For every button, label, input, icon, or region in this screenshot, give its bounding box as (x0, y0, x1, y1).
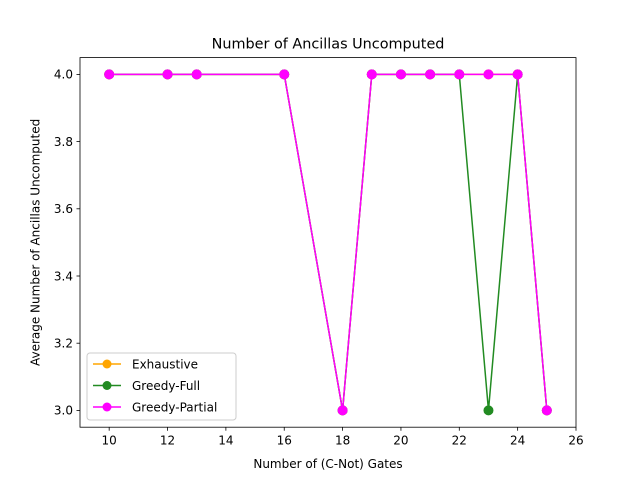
legend: Exhaustive Greedy-Full Greedy-Partial (86, 352, 237, 421)
chart-title: Number of Ancillas Uncomputed (212, 37, 445, 53)
legend-box (86, 352, 237, 421)
x-tick-label: 26 (568, 434, 583, 448)
legend-label: Exhaustive (132, 357, 198, 371)
data-point (483, 405, 494, 416)
x-tick-label: 24 (510, 434, 525, 448)
data-point (366, 69, 377, 80)
legend-label: Greedy-Partial (132, 400, 217, 414)
x-tick-label: 10 (102, 434, 117, 448)
data-point (162, 69, 173, 80)
x-tick-label: 16 (277, 434, 292, 448)
x-tick-label: 12 (160, 434, 175, 448)
series-layer (104, 69, 552, 416)
data-point (483, 69, 494, 80)
plot-frame (79, 57, 577, 428)
data-point (104, 69, 115, 80)
x-tick-label: 20 (393, 434, 408, 448)
y-tick-label: 3.6 (54, 202, 73, 216)
data-point (425, 69, 436, 80)
data-point (279, 69, 290, 80)
x-tick-label: 14 (218, 434, 233, 448)
y-tick-label: 3.4 (54, 269, 73, 283)
y-tick-label: 3.2 (54, 337, 73, 351)
x-tick-label: 18 (335, 434, 350, 448)
data-point (454, 69, 465, 80)
series-greedy-partial (104, 69, 552, 416)
x-axis-ticks: 10 12 14 16 18 20 22 24 26 (102, 427, 584, 448)
legend-marker (102, 381, 112, 390)
y-tick-label: 3.8 (54, 135, 73, 149)
data-point (541, 405, 552, 416)
legend-item: Greedy-Full (93, 379, 200, 393)
legend-item: Greedy-Partial (93, 400, 217, 414)
y-axis-label: Average Number of Ancillas Uncomputed (29, 119, 43, 366)
legend-marker (102, 402, 112, 412)
data-point (395, 69, 406, 80)
x-axis-label: Number of (C-Not) Gates (253, 457, 402, 471)
y-tick-label: 4.0 (54, 68, 73, 82)
legend-label: Greedy-Full (132, 379, 200, 393)
data-point (191, 69, 202, 80)
data-point (512, 69, 523, 80)
x-tick-label: 22 (452, 434, 467, 448)
data-point (337, 405, 348, 416)
legend-item: Exhaustive (93, 357, 198, 371)
y-tick-label: 3.0 (54, 404, 73, 418)
legend-items: Exhaustive Greedy-Full Greedy-Partial (93, 357, 217, 414)
y-axis-ticks: 3.0 3.2 3.4 3.6 3.8 4.0 (54, 68, 80, 418)
legend-marker (102, 359, 112, 369)
